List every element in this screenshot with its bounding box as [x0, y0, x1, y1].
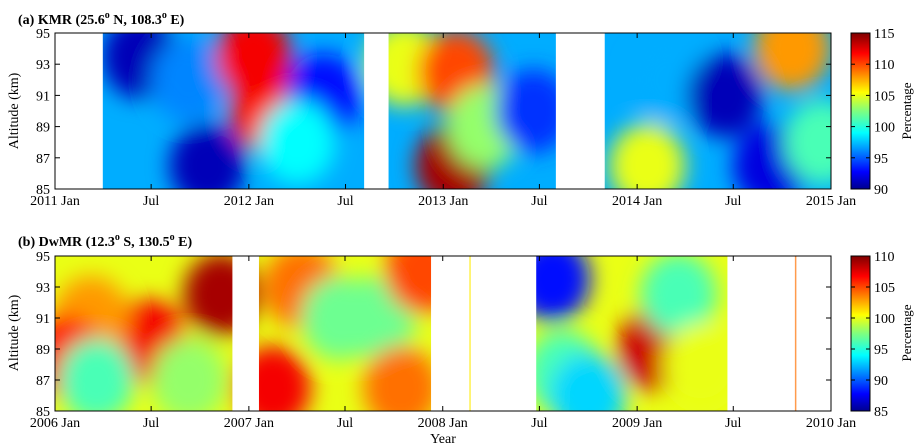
heatmap-cell [150, 338, 227, 411]
y-tick-label: 91 [36, 89, 50, 104]
colorbar-tick-label: 90 [874, 374, 888, 389]
x-tick-label: Jul [143, 416, 159, 431]
heatmap-a [55, 33, 831, 189]
x-tick-label: Jul [725, 416, 741, 431]
data-gap [232, 256, 259, 411]
x-tick-label: 2015 Jan [806, 194, 856, 209]
colorbar-a [850, 32, 871, 190]
x-tick-label: 2008 Jan [418, 416, 468, 431]
heatmap-cell [686, 53, 763, 138]
heatmap-cell [662, 322, 739, 407]
x-axis-label-b: Year [430, 432, 456, 444]
colorbar-tick-label: 95 [874, 343, 888, 358]
x-tick-label: 2007 Jan [224, 416, 274, 431]
colorbar-tick-label: 100 [874, 312, 895, 327]
heatmap-cell [783, 100, 831, 185]
colorbar-ticks-a: 90 95 100 105 110 115 [851, 27, 895, 198]
colorbar-tick-label: 100 [874, 121, 895, 136]
panel-b: (b) DwMR (12.3o S, 130.5o E) 2006 Jan Jul… [7, 232, 914, 444]
y-tick-label: 95 [36, 27, 50, 42]
data-gap [364, 33, 389, 189]
y-tick-label: 95 [36, 250, 50, 265]
y-axis-label-a: Altitude (km) [7, 72, 22, 149]
y-tick-label: 93 [36, 58, 50, 73]
colorbar-tick-label: 95 [874, 152, 888, 167]
y-axis-label-b: Altitude (km) [7, 294, 22, 371]
heatmap-cell [169, 123, 246, 189]
y-tick-label: 89 [36, 121, 50, 136]
x-tick-label: Jul [531, 194, 547, 209]
x-tick-label: 2009 Jan [612, 416, 662, 431]
heatmap-cell [495, 69, 572, 153]
x-tick-label: 2014 Jan [612, 194, 662, 209]
x-tick-label: Jul [337, 194, 353, 209]
x-tick-label: Jul [531, 416, 547, 431]
x-tick-label: 2006 Jan [30, 416, 80, 431]
data-gap [555, 33, 605, 189]
ticks-b: 2006 Jan Jul 2007 Jan Jul 2008 Jan Jul 2009 Ja… [30, 250, 856, 431]
x-tick-label: Jul [725, 194, 741, 209]
y-tick-label: 87 [36, 374, 50, 389]
y-tick-label: 85 [36, 183, 50, 198]
x-tick-label: 2011 Jan [30, 194, 80, 209]
colorbar-label-a: Percentage [899, 82, 914, 139]
panel-a: (a) KMR (25.6o N, 108.3o E) 2011 Jan Jul 2… [7, 10, 914, 209]
heatmap-cell [215, 33, 292, 99]
heatmap-cell [58, 338, 135, 411]
heatmap-features [101, 33, 831, 189]
heatmap-cell [150, 37, 227, 122]
x-tick-label: Jul [143, 194, 159, 209]
colorbar-label-b: Percentage [899, 304, 914, 361]
colorbar-tick-label: 115 [874, 27, 894, 42]
colorbar-tick-label: 105 [874, 281, 895, 296]
colorbar-tick-label: 110 [874, 58, 894, 73]
thin-data-line [794, 256, 797, 411]
y-tick-label: 85 [36, 405, 50, 420]
panel-a-title: (a) KMR (25.6o N, 108.3o E) [18, 10, 185, 28]
heatmap-cell [609, 123, 686, 189]
y-tick-label: 91 [36, 312, 50, 327]
x-tick-label: 2010 Jan [806, 416, 856, 431]
colorbar-tick-label: 110 [874, 250, 894, 265]
heatmap-cell [640, 256, 717, 337]
heatmap-cell [363, 345, 440, 411]
data-gap [55, 33, 103, 189]
x-tick-label: 2012 Jan [224, 194, 274, 209]
heatmap-cell [259, 100, 336, 185]
y-tick-label: 87 [36, 152, 50, 167]
x-tick-label: 2013 Jan [418, 194, 468, 209]
colorbar-tick-label: 85 [874, 405, 888, 420]
x-tick-label: Jul [337, 416, 353, 431]
data-gap [431, 256, 537, 411]
colorbar-tick-label: 105 [874, 89, 895, 104]
colorbar-ticks-b: 85 90 95 100 105 110 [851, 250, 895, 420]
heatmap-cell [754, 33, 831, 91]
heatmap-features [55, 256, 739, 411]
y-tick-label: 89 [36, 343, 50, 358]
heatmap-b [55, 256, 831, 411]
heatmap-cell [550, 353, 627, 411]
y-tick-label: 93 [36, 281, 50, 296]
ticks-a: 2011 Jan Jul 2012 Jan Jul 2013 Jan Jul 2014 Ja… [30, 27, 856, 209]
thin-data-line [469, 256, 471, 411]
colorbar-tick-label: 90 [874, 183, 888, 198]
panel-b-title: (b) DwMR (12.3o S, 130.5o E) [18, 232, 192, 250]
data-gap [727, 256, 831, 411]
colorbar-b [850, 255, 871, 412]
